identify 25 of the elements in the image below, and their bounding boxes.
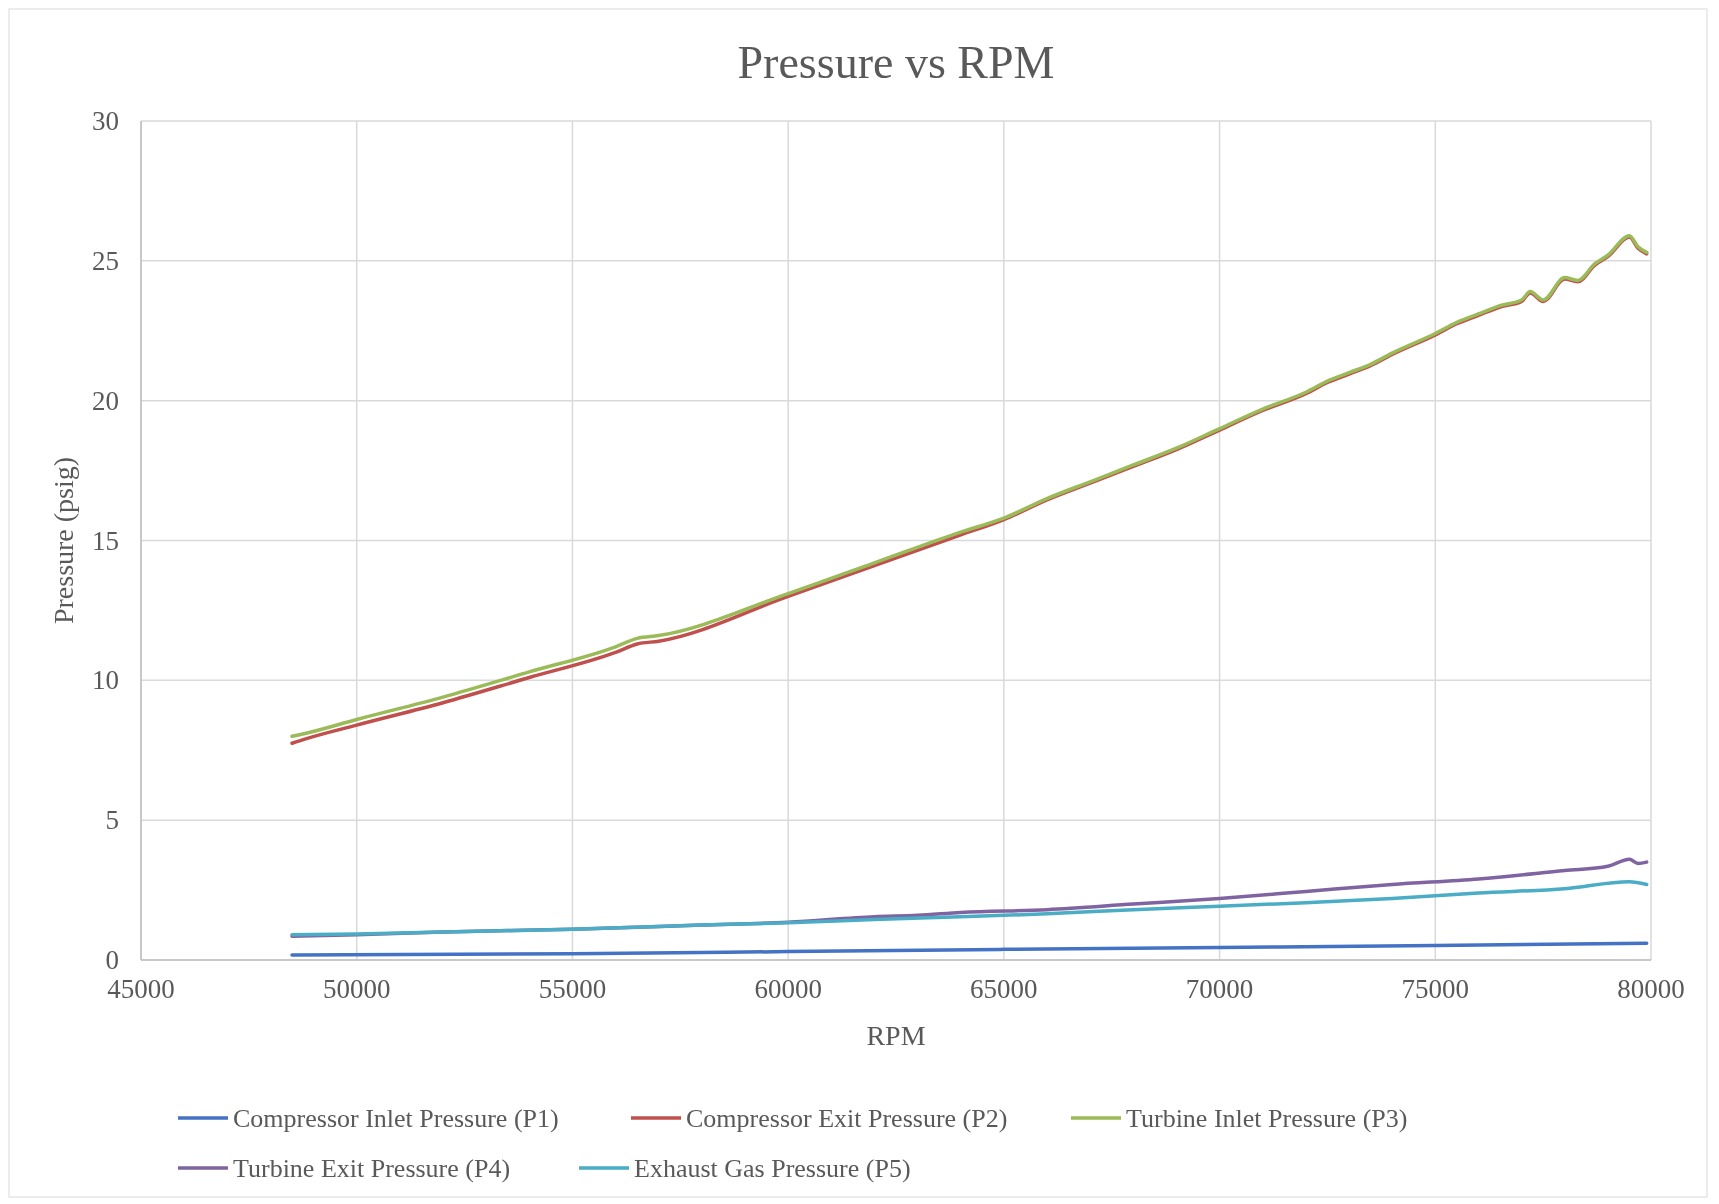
x-tick-label: 50000 [322, 974, 391, 1004]
legend-label: Compressor Inlet Pressure (P1) [233, 1104, 559, 1133]
legend-label: Compressor Exit Pressure (P2) [686, 1104, 1008, 1133]
legend-label: Turbine Exit Pressure (P4) [233, 1154, 511, 1183]
y-tick-label: 30 [92, 106, 119, 136]
y-axis-title: Pressure (psig) [48, 456, 79, 625]
y-tick-label: 0 [105, 945, 119, 975]
x-tick-label: 60000 [754, 974, 822, 1004]
line-series [290, 879, 1649, 937]
y-tick-label: 15 [92, 525, 119, 556]
y-tick-label: 5 [105, 805, 119, 836]
x-axis-title: RPM [866, 1020, 926, 1051]
y-tick-label: 10 [92, 665, 119, 696]
x-tick-label: 75000 [1401, 974, 1470, 1004]
x-tick-label: 45000 [107, 974, 175, 1004]
x-tick-label: 80000 [1617, 974, 1685, 1004]
y-tick-label: 20 [92, 385, 119, 416]
x-tick-label: 70000 [1185, 974, 1254, 1004]
x-tick-label: 65000 [970, 974, 1038, 1004]
y-tick-label: 25 [92, 245, 119, 276]
legend-label: Turbine Inlet Pressure (P3) [1126, 1104, 1408, 1133]
legend-label: Exhaust Gas Pressure (P5) [634, 1154, 911, 1183]
chart-title: Pressure vs RPM [737, 37, 1055, 88]
x-tick-label: 55000 [538, 974, 607, 1004]
line-series [290, 941, 1649, 957]
